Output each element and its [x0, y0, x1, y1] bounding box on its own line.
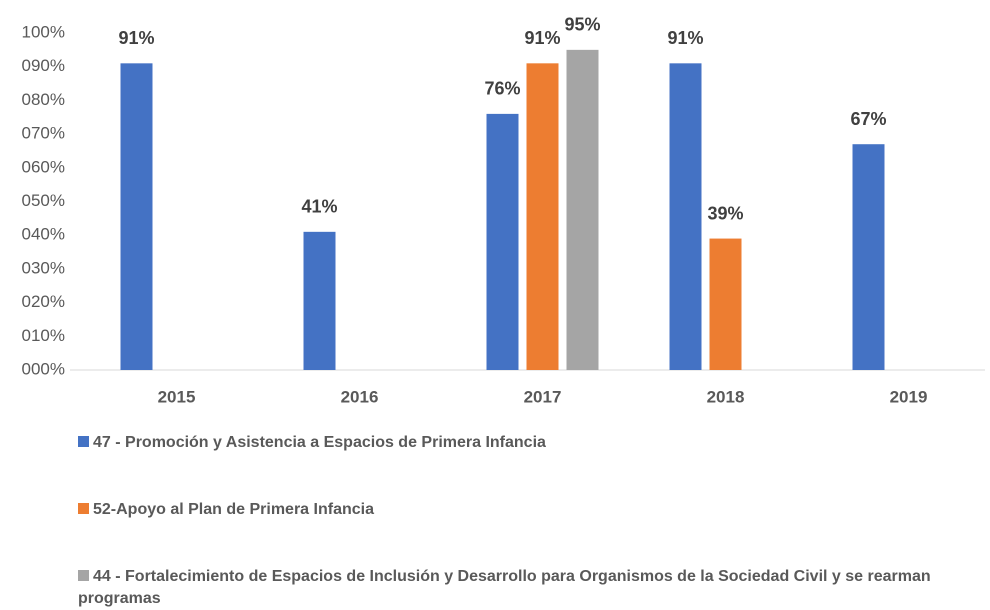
data-label: 91% [667, 28, 703, 48]
bar [120, 63, 153, 371]
x-tick-label: 2017 [524, 387, 562, 406]
legend-item: 44 - Fortalecimiento de Espacios de Incl… [78, 566, 978, 610]
bar [303, 231, 336, 370]
x-tick-label: 2016 [341, 387, 379, 406]
y-tick-label: 040% [22, 225, 65, 244]
bar [566, 49, 599, 370]
legend-swatch [78, 570, 89, 581]
x-tick-label: 2015 [158, 387, 196, 406]
legend-item: 47 - Promoción y Asistencia a Espacios d… [78, 432, 978, 454]
x-tick-label: 2018 [707, 387, 745, 406]
data-label: 91% [524, 28, 560, 48]
bar [852, 144, 885, 370]
y-tick-label: 080% [22, 90, 65, 109]
bar [486, 113, 519, 370]
y-tick-label: 010% [22, 326, 65, 345]
bar [669, 63, 702, 371]
data-label: 76% [484, 79, 520, 99]
legend-label: 44 - Fortalecimiento de Espacios de Incl… [78, 568, 931, 607]
y-tick-label: 070% [22, 124, 65, 143]
bar [709, 238, 742, 370]
y-tick-label: 050% [22, 191, 65, 210]
chart: 000% 010% 020% 030% 040% 050% 060% 070% 080% 090%… [22, 15, 985, 406]
y-tick-label: 020% [22, 292, 65, 311]
y-tick-label: 090% [22, 56, 65, 75]
legend-swatch [78, 436, 89, 447]
data-label: 95% [564, 15, 600, 35]
data-label: 39% [707, 203, 743, 223]
data-label: 41% [301, 197, 337, 217]
y-tick-label: 100% [22, 22, 65, 41]
data-label: 91% [118, 28, 154, 48]
y-tick-label: 000% [22, 359, 65, 378]
legend-swatch [78, 503, 89, 514]
y-tick-label: 030% [22, 258, 65, 277]
legend-label: 52-Apoyo al Plan de Primera Infancia [93, 501, 374, 518]
legend-label: 47 - Promoción y Asistencia a Espacios d… [93, 434, 546, 451]
bar [526, 63, 559, 371]
legend-item: 52-Apoyo al Plan de Primera Infancia [78, 499, 978, 521]
data-label: 67% [850, 109, 886, 129]
x-tick-label: 2019 [890, 387, 928, 406]
y-tick-label: 060% [22, 157, 65, 176]
